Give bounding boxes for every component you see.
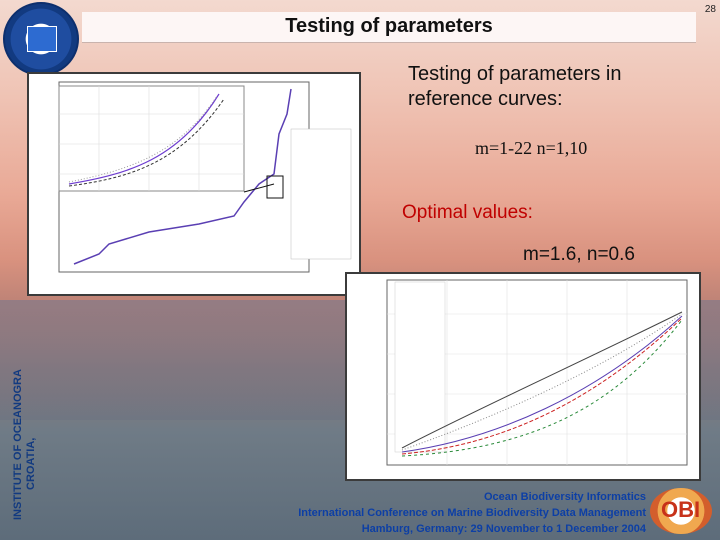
page-title: Testing of parameters (285, 15, 493, 37)
institute-side-label: INSTITUTE OF OCEANOGRA CROATIA, (12, 369, 38, 520)
footer-line-3: Hamburg, Germany: 29 November to 1 Decem… (361, 523, 646, 535)
conference-footer: Ocean Biodiversity Informatics Internati… (250, 489, 646, 537)
slide-text-ranges: m=1-22 n=1,10 (475, 138, 588, 158)
slide-text-optimal-values: m=1.6, n=0.6 (523, 244, 635, 265)
institute-name: INSTITUTE OF OCEANOGRA (12, 369, 24, 520)
reference-curve-chart-upper (27, 72, 361, 296)
slide-text-heading: Testing of parameters in reference curve… (408, 63, 622, 110)
footer-line-1: Ocean Biodiversity Informatics (484, 491, 646, 503)
institute-country: CROATIA, (25, 437, 37, 490)
institute-logo (3, 2, 79, 76)
logo-emblem-icon (27, 26, 57, 52)
obis-logo-text: OBI (661, 497, 701, 522)
footer-line-2: International Conference on Marine Biodi… (298, 507, 646, 519)
slide-text-optimal-label: Optimal values: (402, 202, 533, 223)
page-number: 28 (704, 4, 716, 15)
reference-curve-chart-lower (345, 272, 701, 481)
obis-logo (650, 488, 712, 534)
title-bar: Testing of parameters (82, 12, 696, 43)
